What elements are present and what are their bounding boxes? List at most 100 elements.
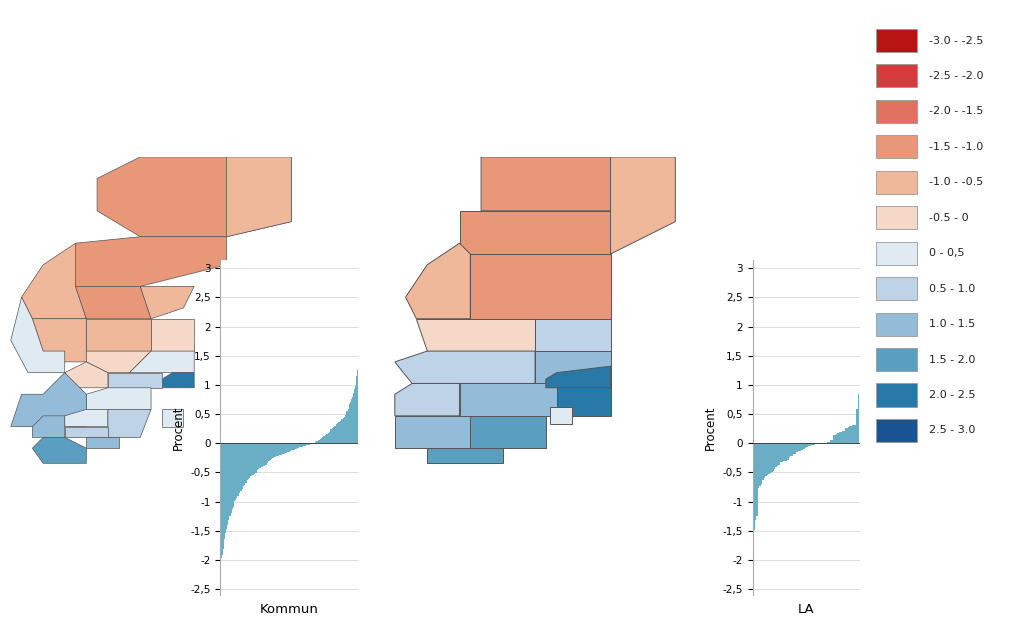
Bar bbox=[849, 426, 851, 443]
Bar bbox=[767, 443, 768, 475]
Polygon shape bbox=[22, 243, 86, 319]
Bar bbox=[761, 443, 762, 484]
Bar bbox=[819, 443, 821, 444]
Polygon shape bbox=[86, 319, 151, 351]
Polygon shape bbox=[33, 416, 65, 437]
Polygon shape bbox=[33, 319, 86, 362]
FancyBboxPatch shape bbox=[876, 419, 918, 442]
Polygon shape bbox=[162, 410, 183, 427]
Bar bbox=[775, 443, 777, 467]
Bar bbox=[801, 443, 802, 450]
FancyBboxPatch shape bbox=[876, 242, 918, 265]
Bar bbox=[770, 443, 771, 473]
Polygon shape bbox=[65, 410, 108, 427]
FancyBboxPatch shape bbox=[876, 135, 918, 158]
Bar bbox=[778, 443, 780, 465]
Text: -0.5 - 0: -0.5 - 0 bbox=[929, 213, 969, 223]
Polygon shape bbox=[65, 427, 108, 437]
Bar bbox=[842, 432, 843, 443]
Bar bbox=[782, 443, 784, 461]
Bar bbox=[831, 440, 833, 443]
Bar bbox=[848, 427, 849, 443]
Bar bbox=[802, 443, 804, 450]
X-axis label: LA: LA bbox=[798, 603, 815, 617]
Bar bbox=[764, 443, 765, 478]
Polygon shape bbox=[76, 237, 226, 286]
Polygon shape bbox=[65, 362, 108, 388]
Bar bbox=[765, 443, 767, 477]
Text: -1.0 - -0.5: -1.0 - -0.5 bbox=[929, 177, 983, 187]
Bar bbox=[846, 428, 848, 443]
FancyBboxPatch shape bbox=[876, 171, 918, 194]
Bar bbox=[768, 443, 770, 473]
Polygon shape bbox=[11, 297, 65, 373]
Bar bbox=[791, 443, 792, 456]
Bar bbox=[812, 443, 814, 445]
Text: 0.5 - 1.0: 0.5 - 1.0 bbox=[929, 284, 975, 294]
Bar bbox=[787, 443, 788, 460]
Bar bbox=[836, 434, 838, 443]
Polygon shape bbox=[86, 388, 151, 410]
Bar bbox=[856, 410, 858, 443]
Bar bbox=[851, 425, 852, 443]
Polygon shape bbox=[460, 211, 610, 254]
Polygon shape bbox=[11, 373, 86, 427]
Bar bbox=[798, 443, 799, 451]
Text: 1.5 - 2.0: 1.5 - 2.0 bbox=[929, 354, 975, 365]
Bar bbox=[854, 425, 855, 443]
Bar bbox=[796, 443, 798, 453]
Bar bbox=[774, 443, 775, 468]
Polygon shape bbox=[395, 384, 460, 416]
Polygon shape bbox=[226, 157, 291, 237]
Bar bbox=[815, 443, 817, 444]
Bar bbox=[858, 394, 859, 443]
Bar bbox=[818, 443, 819, 444]
Bar bbox=[755, 443, 757, 520]
Polygon shape bbox=[470, 416, 546, 448]
Polygon shape bbox=[535, 319, 610, 351]
Bar bbox=[754, 443, 755, 530]
Text: -1.5 - -1.0: -1.5 - -1.0 bbox=[929, 142, 983, 152]
Bar bbox=[830, 440, 831, 443]
Polygon shape bbox=[97, 157, 291, 237]
Bar bbox=[795, 443, 796, 454]
Bar bbox=[828, 442, 830, 443]
Text: 0 - 0,5: 0 - 0,5 bbox=[929, 248, 965, 258]
Y-axis label: Procent: Procent bbox=[703, 405, 717, 449]
Polygon shape bbox=[395, 351, 535, 384]
Bar bbox=[781, 443, 782, 462]
Bar bbox=[827, 442, 828, 443]
Bar bbox=[817, 443, 818, 444]
Bar bbox=[843, 431, 845, 443]
Bar bbox=[838, 434, 839, 443]
Bar bbox=[833, 435, 835, 443]
Bar bbox=[814, 443, 815, 444]
Bar bbox=[852, 425, 854, 443]
Bar bbox=[759, 443, 761, 486]
Polygon shape bbox=[546, 367, 610, 388]
FancyBboxPatch shape bbox=[876, 206, 918, 229]
Bar bbox=[777, 443, 778, 466]
Bar bbox=[771, 443, 772, 472]
Bar bbox=[809, 443, 811, 446]
Bar bbox=[772, 443, 774, 471]
Bar bbox=[792, 443, 794, 456]
Text: -2.5 - -2.0: -2.5 - -2.0 bbox=[929, 71, 983, 81]
Polygon shape bbox=[470, 254, 610, 319]
Polygon shape bbox=[108, 410, 151, 437]
Polygon shape bbox=[550, 407, 571, 425]
FancyBboxPatch shape bbox=[876, 348, 918, 371]
Bar bbox=[799, 443, 801, 451]
Bar bbox=[780, 443, 781, 462]
Text: -3.0 - -2.5: -3.0 - -2.5 bbox=[929, 35, 983, 46]
Polygon shape bbox=[535, 351, 610, 384]
FancyBboxPatch shape bbox=[876, 277, 918, 300]
Polygon shape bbox=[86, 351, 151, 373]
Polygon shape bbox=[108, 373, 162, 388]
Polygon shape bbox=[481, 157, 675, 211]
Bar bbox=[788, 443, 791, 457]
Polygon shape bbox=[162, 373, 195, 388]
Y-axis label: Procent: Procent bbox=[171, 405, 184, 449]
Bar bbox=[804, 443, 805, 449]
FancyBboxPatch shape bbox=[876, 29, 918, 52]
